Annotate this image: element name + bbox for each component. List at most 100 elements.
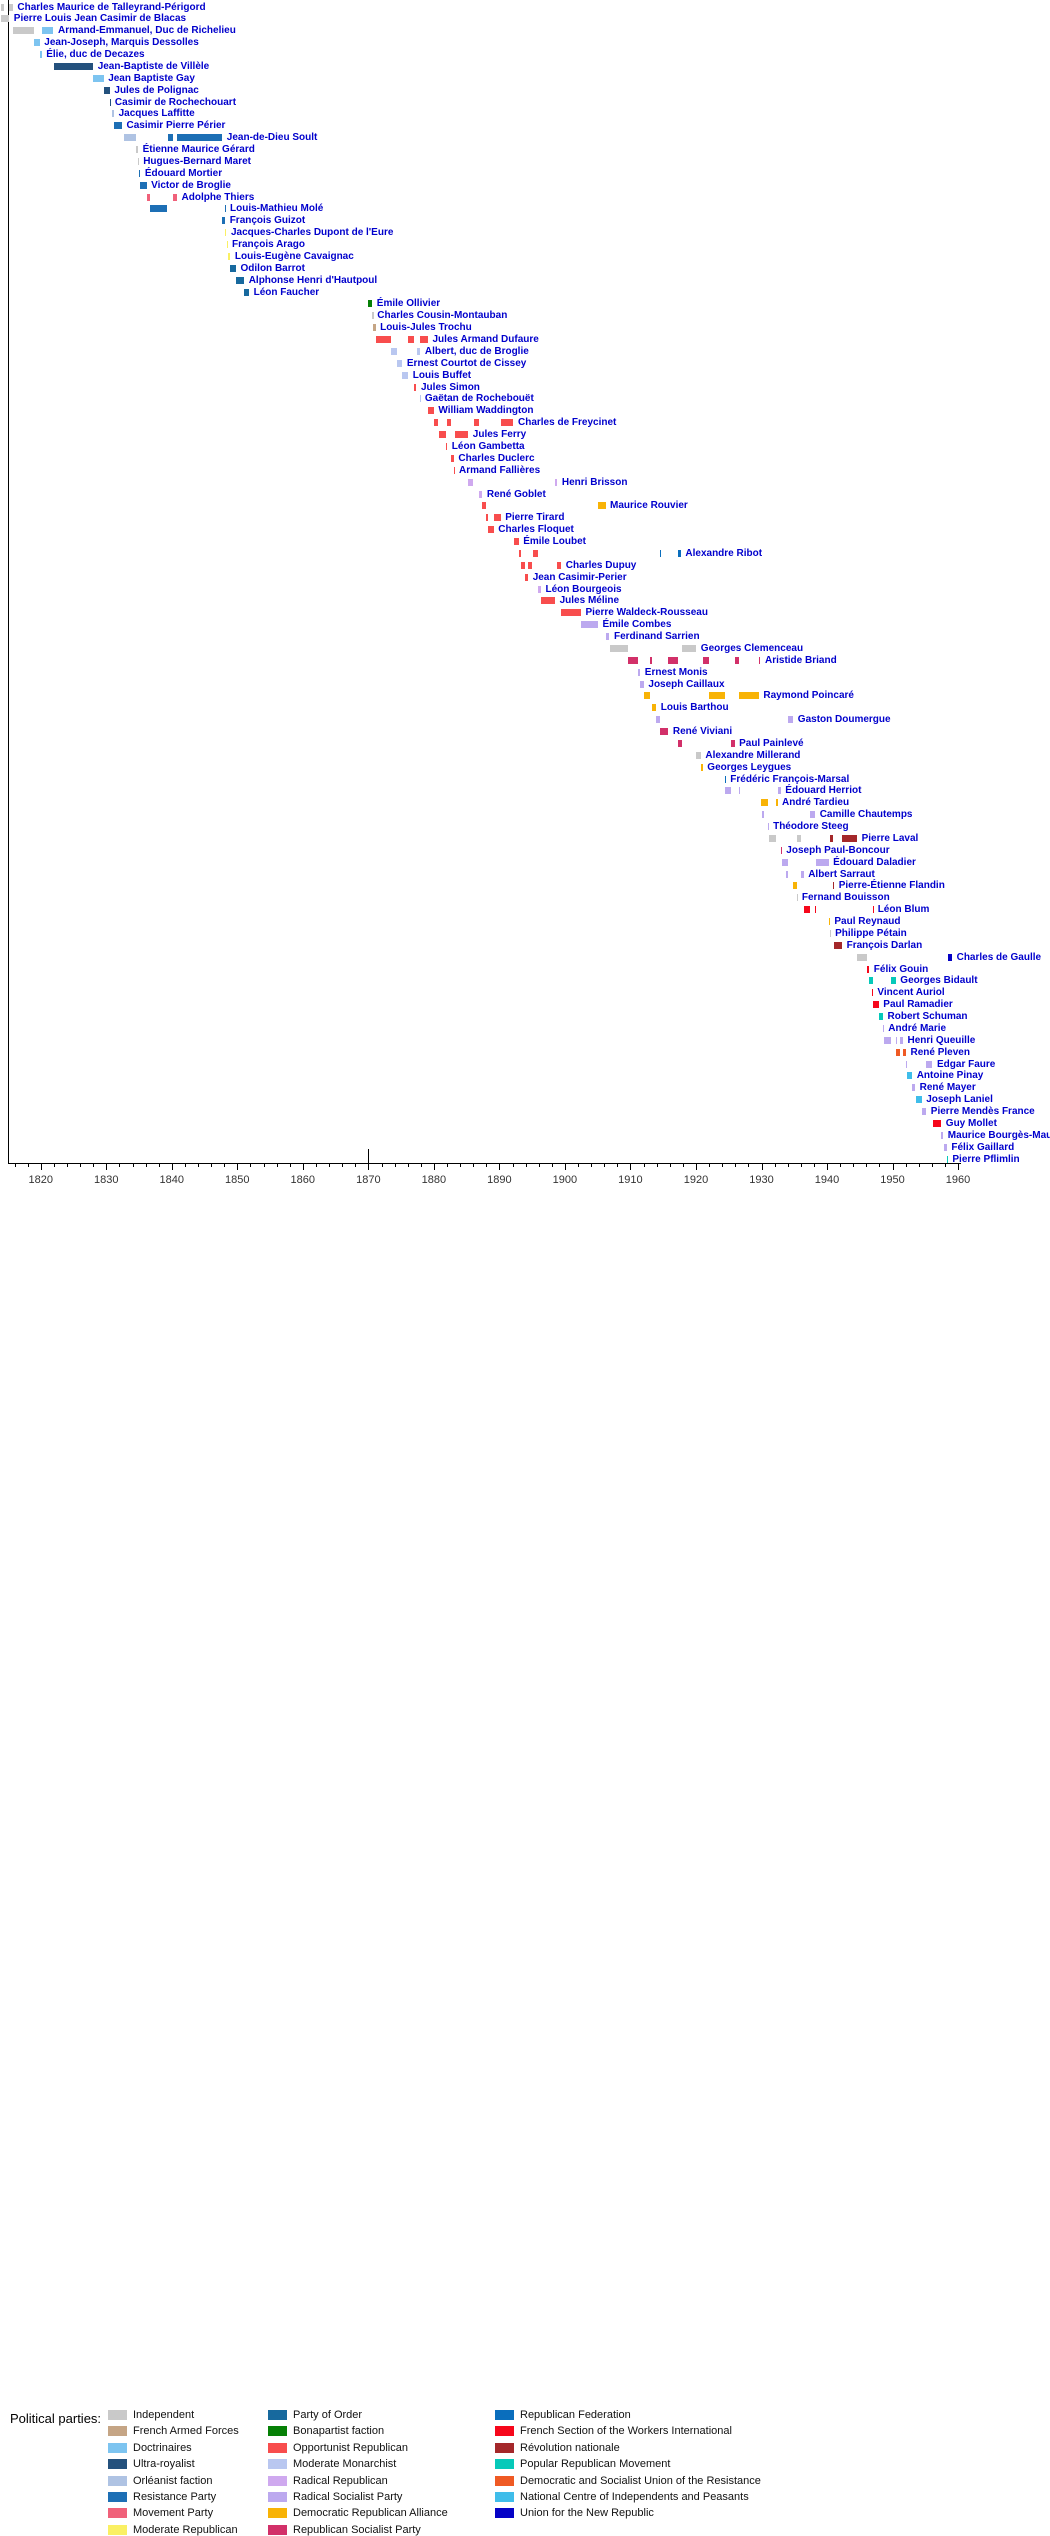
axis-minor-tick: [211, 1164, 213, 1167]
timeline-chart: Charles Maurice de Talleyrand-Périgord Pi…: [0, 0, 1050, 1200]
pm-name-label: Antoine Pinay: [916, 1070, 984, 1082]
legend-label: Bonapartist faction: [293, 2425, 385, 2438]
legend-label: Ultra-royalist: [133, 2458, 195, 2471]
axis-year-label: 1900: [552, 1174, 578, 1186]
axis-minor-tick: [329, 1164, 330, 1167]
legend-swatch: [495, 2442, 514, 2453]
term-bar: [947, 1155, 949, 1163]
term-bar: [651, 704, 657, 712]
axis-minor-tick: [591, 1164, 593, 1167]
pm-name-label: Théodore Steeg: [773, 821, 849, 832]
pm-name-label: René Goblet: [486, 488, 546, 500]
legend-swatch: [495, 2410, 514, 2420]
axis-minor-tick: [342, 1164, 344, 1167]
pm-name-label: Joseph Laniel: [926, 1094, 993, 1106]
pm-name-label: Pierre Louis Jean Casimir de Blacas: [13, 13, 187, 25]
term-bar: [906, 1060, 908, 1068]
pm-name-label: Raymond Poincaré: [763, 690, 854, 702]
axis-minor-tick: [669, 1164, 671, 1167]
legend-swatch: [268, 2442, 287, 2453]
term-bar: [372, 312, 374, 320]
axis-minor-tick: [27, 1164, 29, 1167]
axis-minor-tick: [381, 1164, 383, 1167]
term-bar: [702, 656, 710, 664]
term-bar: [884, 1036, 892, 1044]
axis-minor-tick: [905, 1164, 907, 1167]
pm-name-label: Maurice Bourgès-Maunoury: [947, 1129, 1050, 1141]
axis-minor-tick: [879, 1164, 881, 1167]
axis-minor-tick: [735, 1164, 737, 1167]
term-bar: [433, 419, 439, 427]
term-bar: [493, 514, 501, 522]
term-bar: [650, 656, 652, 664]
pm-name-label: Aristide Briand: [765, 654, 837, 666]
legend-swatch: [268, 2492, 287, 2502]
term-bar: [830, 834, 834, 842]
term-bar: [866, 965, 870, 973]
axis-minor-tick: [682, 1164, 684, 1167]
term-bar: [796, 894, 799, 902]
term-bar: [0, 15, 10, 23]
pm-name-label: Casimir de Rochechouart: [114, 96, 237, 108]
legend-label: Party of Order: [293, 2409, 363, 2421]
pm-name-label: René Viviani: [672, 726, 733, 737]
term-bar: [815, 858, 829, 866]
term-bar: [793, 882, 798, 890]
pm-name-label: Charles de Freycinet: [518, 417, 617, 429]
axis-minor-tick: [853, 1164, 855, 1167]
axis-year-label: 1840: [159, 1174, 185, 1186]
legend-swatch: [268, 2475, 287, 2486]
axis-major-tick: [630, 1164, 632, 1170]
pm-name-label: Paul Reynaud: [834, 916, 901, 927]
axis-minor-tick: [420, 1164, 422, 1167]
term-bar: [873, 1001, 879, 1009]
term-bar: [833, 882, 835, 890]
term-bar: [149, 205, 167, 213]
axis-major-tick: [237, 1164, 239, 1170]
legend-label: French Section of the Workers Internatio…: [520, 2425, 732, 2438]
pm-name-label: Édouard Daladier: [833, 856, 916, 868]
term-bar: [146, 193, 150, 201]
term-bar: [1, 3, 4, 11]
pm-name-label: Albert, duc de Broglie: [424, 345, 529, 357]
pm-name-label: Jules Armand Dufaure: [432, 334, 539, 346]
term-bar: [762, 811, 764, 819]
legend-swatch: [268, 2426, 287, 2437]
term-bar: [413, 383, 417, 391]
term-bar: [696, 751, 701, 759]
pm-name-label: Guy Mollet: [945, 1117, 997, 1129]
axis-minor-tick: [748, 1164, 750, 1167]
term-bar: [932, 1119, 942, 1127]
pm-name-label: Jacques Laffitte: [118, 108, 195, 120]
term-bar: [525, 573, 529, 581]
term-bar: [177, 134, 223, 142]
term-bar: [598, 502, 606, 510]
pm-name-label: Frédéric François-Marsal: [730, 773, 850, 785]
term-bar: [453, 466, 456, 474]
pm-name-label: Albert Sarraut: [808, 868, 875, 880]
axis-minor-tick: [315, 1164, 317, 1167]
pm-name-label: Edgar Faure: [937, 1058, 996, 1070]
pm-name-label: Louis-Eugène Cavaignac: [234, 250, 354, 262]
axis-major-tick: [368, 1164, 370, 1170]
pm-name-label: Léon Faucher: [253, 286, 320, 298]
axis-minor-tick: [866, 1164, 868, 1167]
term-bar: [668, 656, 678, 664]
term-bar: [473, 419, 480, 427]
term-bar: [172, 193, 178, 201]
term-bar: [801, 870, 804, 878]
pm-name-label: Jules Simon: [421, 381, 480, 393]
term-bar: [532, 549, 538, 557]
legend-swatch: [108, 2492, 127, 2502]
legend-label: Movement Party: [133, 2507, 214, 2520]
term-bar: [815, 906, 817, 914]
term-bar: [777, 787, 781, 795]
pm-name-label: Armand Fallières: [459, 464, 541, 476]
term-bar: [605, 633, 610, 640]
term-bar: [561, 609, 581, 617]
pm-name-label: Henri Queuille: [907, 1034, 976, 1046]
term-bar: [41, 27, 54, 35]
term-bar: [227, 252, 231, 260]
legend-swatch: [268, 2459, 287, 2470]
pm-name-label: Paul Painlevé: [739, 737, 804, 749]
